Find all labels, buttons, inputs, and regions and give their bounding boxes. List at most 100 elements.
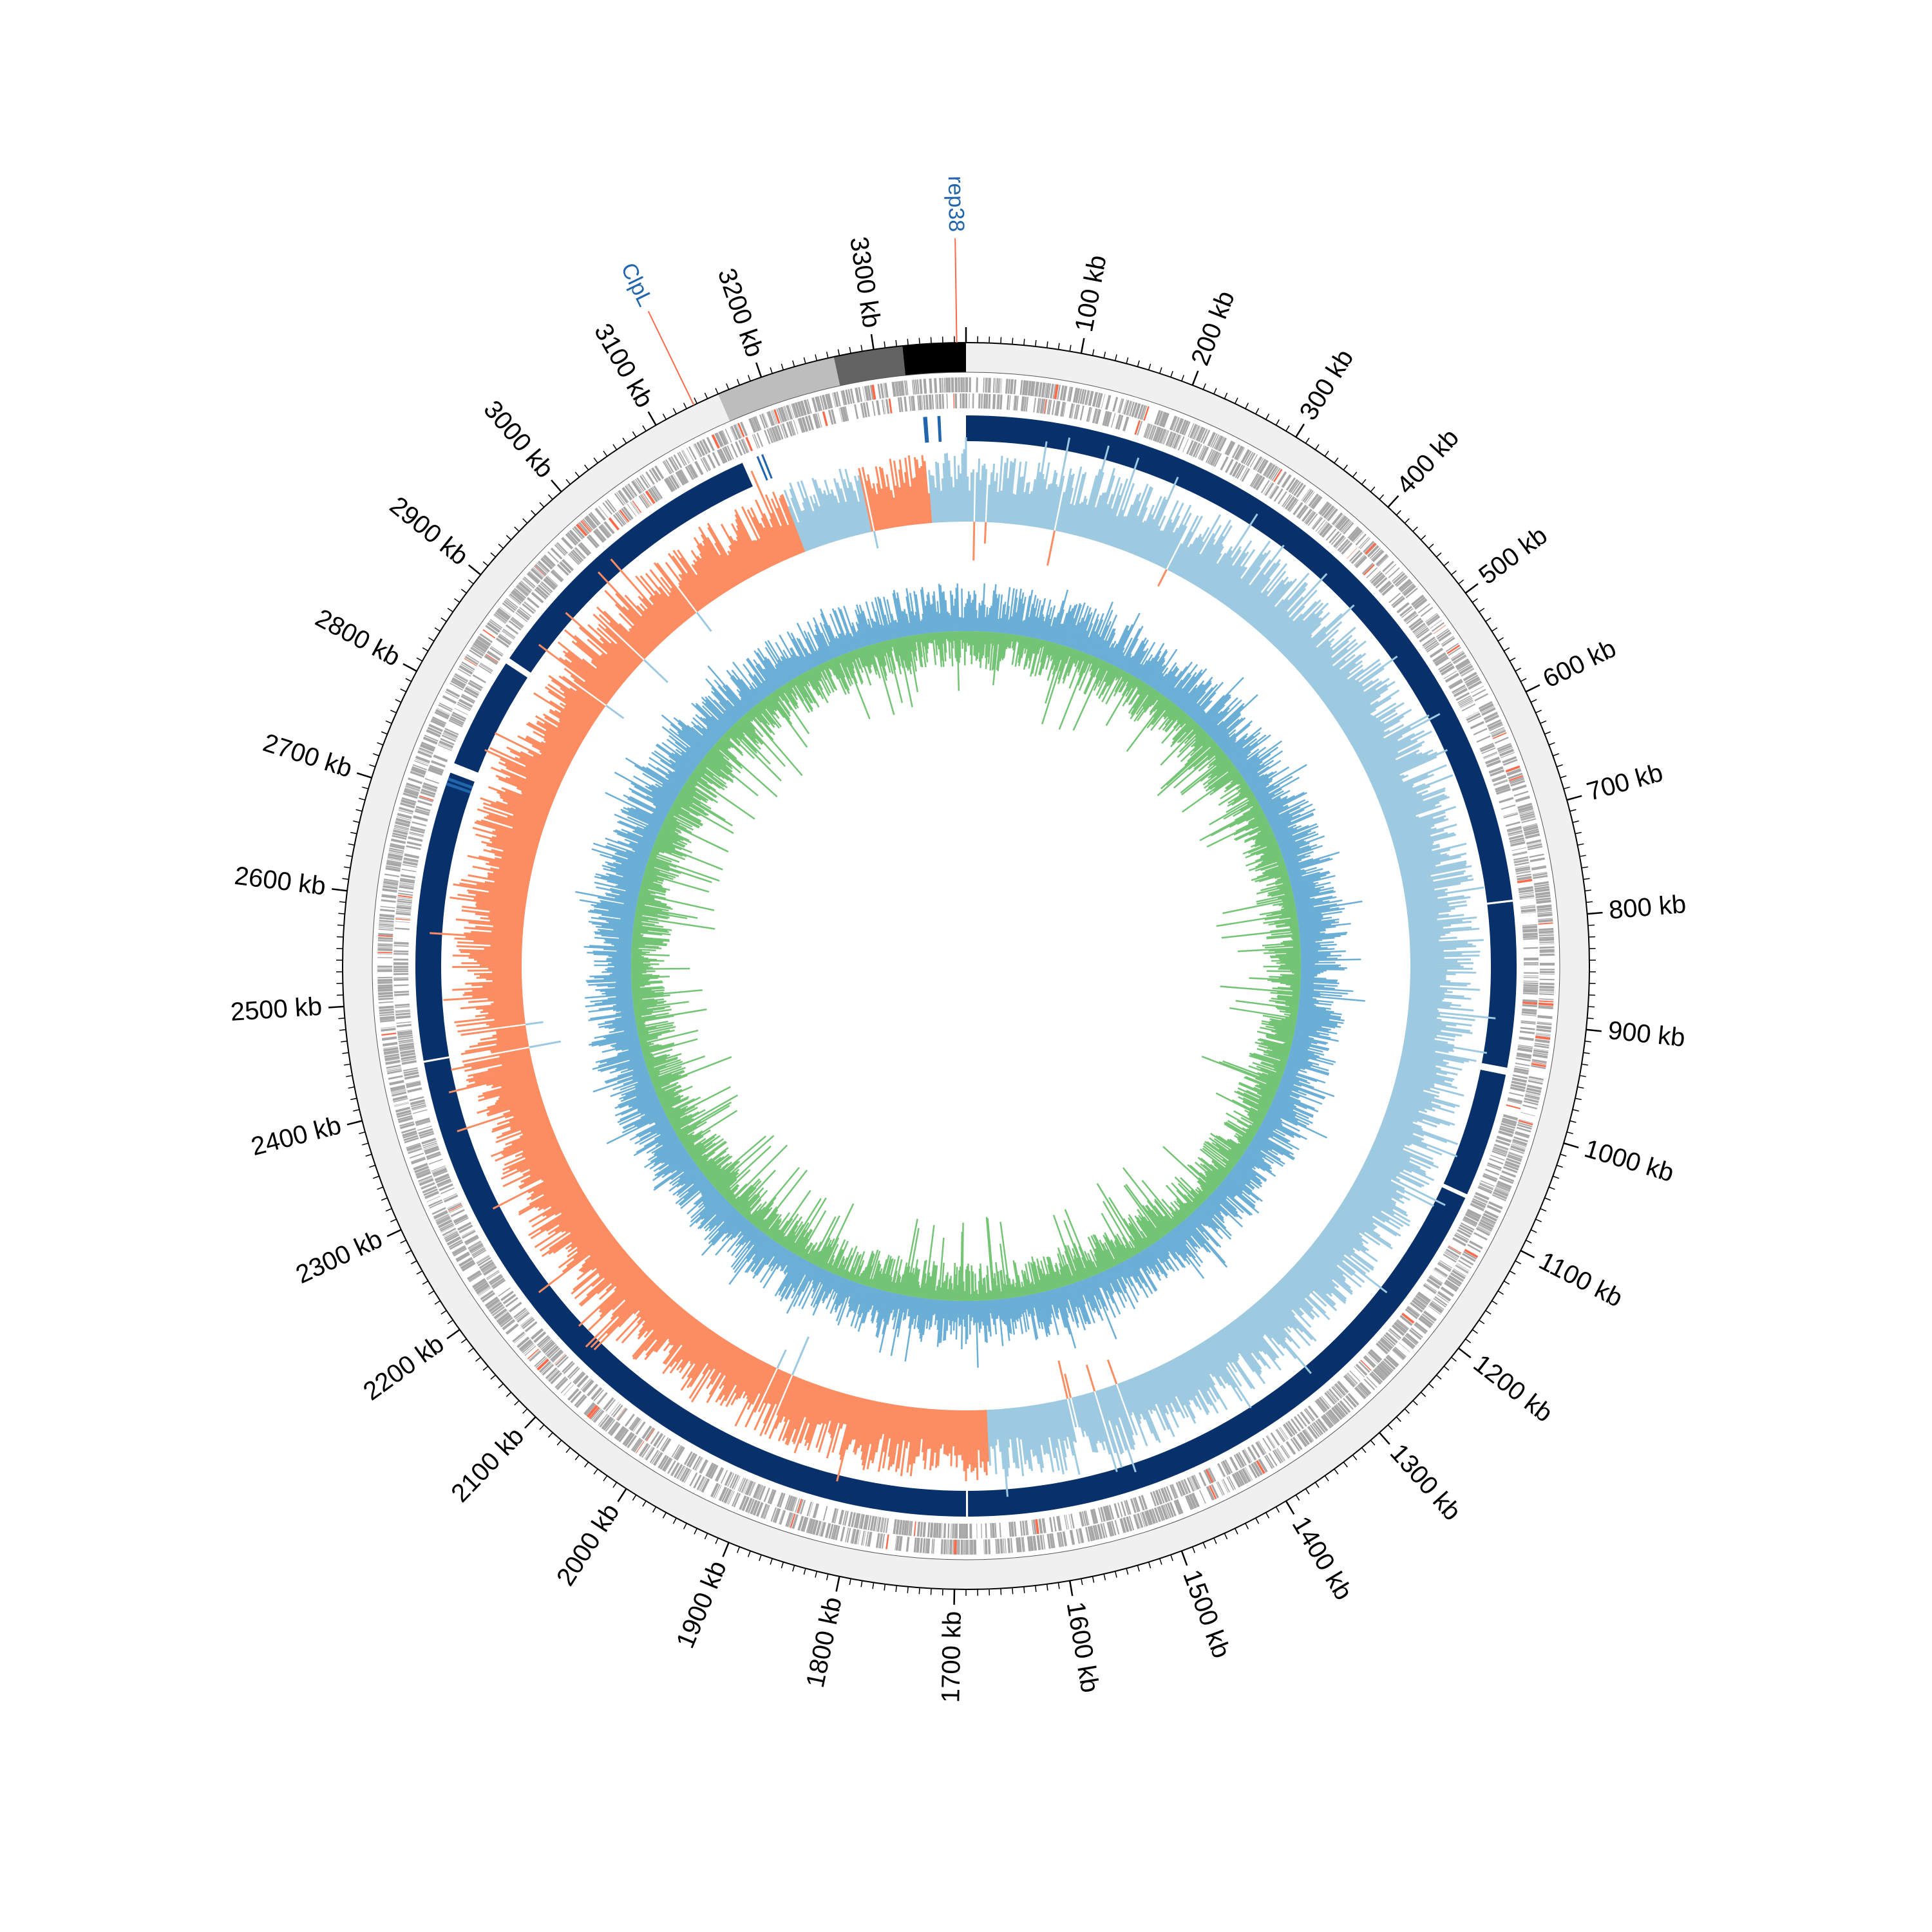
cds-feature — [1462, 1219, 1477, 1227]
cds-feature — [1361, 562, 1374, 574]
cds-feature — [1354, 554, 1365, 566]
cds-feature — [1503, 811, 1518, 817]
gc-skew-bar — [1257, 573, 1310, 632]
gc-skew-bar — [486, 977, 522, 981]
gc-skew-bar — [1405, 893, 1448, 902]
cds-feature — [985, 377, 987, 393]
cds-feature — [393, 826, 409, 831]
contig-segment — [718, 357, 840, 422]
gc-skew-bar — [1302, 649, 1334, 677]
cds-feature — [1113, 1503, 1120, 1519]
cds-feature — [393, 958, 409, 961]
gc-skew-bar — [1044, 469, 1057, 529]
cds-feature — [1450, 1272, 1464, 1282]
cds-feature — [379, 1012, 395, 1015]
minor-tick — [1275, 419, 1280, 426]
cds-feature — [862, 402, 867, 418]
cds-feature — [573, 526, 585, 539]
cds-feature — [1446, 1277, 1461, 1287]
cds-feature — [389, 1079, 404, 1086]
cds-feature — [779, 1493, 786, 1508]
cds-feature — [482, 629, 496, 639]
gc-skew-bar — [1023, 482, 1030, 526]
cds-feature — [530, 1328, 544, 1340]
gc-skew-bar — [1397, 848, 1451, 864]
cds-feature — [426, 1153, 442, 1160]
cds-feature — [444, 691, 459, 699]
cds-feature — [1433, 1298, 1446, 1308]
cds-feature — [1499, 797, 1514, 804]
minor-tick — [781, 363, 784, 370]
cds-feature — [1229, 461, 1238, 476]
cds-feature — [653, 485, 663, 499]
gc-skew-bar — [958, 1410, 961, 1455]
cds-feature — [1309, 1425, 1320, 1437]
cds-feature — [1159, 412, 1164, 426]
cds-feature — [803, 399, 811, 415]
cds-feature — [419, 1178, 434, 1186]
cds-feature — [422, 1141, 437, 1147]
cds-feature — [524, 1321, 538, 1332]
gc-skew-bar — [1338, 703, 1372, 726]
cds-feature — [885, 1518, 889, 1533]
gc-content-bar — [971, 600, 974, 632]
cds-feature — [1140, 1512, 1146, 1527]
cds-feature — [1141, 405, 1148, 421]
cds-feature — [796, 1499, 802, 1513]
cds-feature — [516, 1311, 529, 1321]
cds-feature — [1336, 1383, 1347, 1395]
cds-feature — [984, 1539, 988, 1555]
cds-feature — [1493, 1146, 1508, 1152]
cds-feature — [414, 760, 429, 766]
minor-tick — [574, 471, 580, 478]
cds-feature — [739, 1495, 747, 1510]
cds-feature — [1475, 1227, 1490, 1236]
cds-feature — [1243, 450, 1252, 465]
gc-skew-bar — [1396, 843, 1434, 855]
cds-feature — [1460, 701, 1474, 708]
cds-feature — [1521, 1012, 1537, 1015]
gc-skew-bar — [1314, 654, 1362, 692]
cds-feature — [611, 1403, 621, 1416]
cds-feature — [442, 1227, 457, 1236]
gc-skew-bar — [959, 473, 962, 522]
cds-feature — [1430, 1302, 1444, 1312]
cds-feature — [670, 474, 680, 489]
cds-feature — [1260, 480, 1270, 493]
cds-feature — [435, 708, 450, 718]
cds-feature — [1363, 540, 1374, 553]
cds-feature — [798, 417, 806, 433]
cds-feature — [1337, 1402, 1349, 1416]
cds-feature — [1511, 1081, 1527, 1086]
cds-feature — [1527, 1084, 1542, 1090]
gc-skew-bar — [1343, 714, 1374, 734]
minor-tick — [884, 1584, 886, 1591]
gc-skew-bar — [1016, 476, 1024, 525]
minor-tick — [1472, 1329, 1478, 1334]
cds-feature — [406, 1081, 421, 1086]
cds-feature — [743, 1479, 749, 1493]
cds-feature — [1198, 445, 1205, 459]
cds-feature — [1354, 1366, 1365, 1378]
cds-feature — [914, 379, 918, 395]
cds-feature — [1146, 424, 1152, 439]
gc-skew-bar — [1399, 854, 1450, 868]
cds-feature — [1141, 1495, 1148, 1510]
cds-feature — [630, 502, 639, 515]
gc-skew-bar — [996, 455, 1003, 523]
cds-feature — [1522, 938, 1539, 940]
minor-tick — [1509, 1270, 1516, 1275]
gc-skew-bar — [1076, 498, 1088, 536]
gc-skew-bar — [1397, 849, 1432, 860]
gc-skew-bar — [1349, 722, 1385, 744]
cds-feature — [414, 810, 430, 816]
cds-feature — [438, 704, 452, 712]
cds-feature — [517, 583, 530, 594]
cds-feature — [1461, 1222, 1475, 1231]
cds-feature — [822, 411, 828, 426]
cds-feature — [1508, 1152, 1523, 1159]
cds-feature — [397, 813, 412, 819]
cds-feature — [580, 542, 592, 554]
minor-tick — [1213, 388, 1217, 395]
cds-feature — [1501, 752, 1515, 759]
